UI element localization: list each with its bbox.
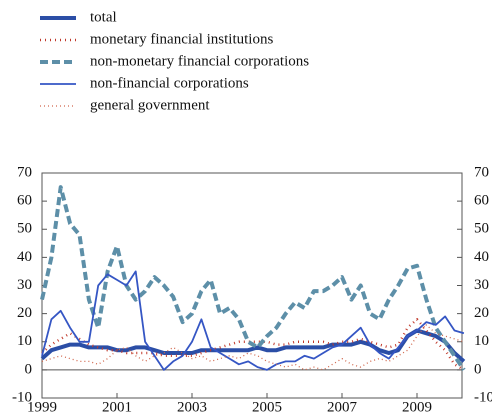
series-line [41,324,465,371]
y-tick-label: 50 [17,221,32,237]
legend-label: monetary financial institutions [90,31,273,47]
legend-label: total [90,9,117,25]
x-tick-label: 2001 [102,399,132,414]
y2-tick-label: 30 [474,277,489,293]
series-line [41,318,465,371]
y2-tick-label: 70 [474,164,489,180]
legend-label: non-monetary financial corporations [90,53,309,69]
y-tick-label: 0 [25,361,33,377]
y-tick-label: 10 [17,333,32,349]
y-tick-label: 30 [17,277,32,293]
y2-tick-label: 20 [474,305,489,321]
legend-label: general government [90,97,210,113]
y-tick-label: 70 [17,164,32,180]
x-tick-label: 2003 [177,399,207,414]
y2-tick-label: 60 [474,193,489,209]
y2-tick-label: -10 [474,389,492,405]
y2-tick-label: 50 [474,221,489,237]
y2-tick-label: 40 [474,249,489,265]
y-tick-label: 20 [17,305,32,321]
y-tick-label: 40 [17,249,32,265]
y2-tick-label: 10 [474,333,489,349]
x-tick-label: 2005 [252,399,282,414]
x-tick-label: 2009 [402,399,432,414]
y-tick-label: -10 [12,389,32,405]
x-tick-label: 2007 [327,399,358,414]
y2-tick-label: 0 [474,361,482,377]
x-tick-label: 1999 [27,399,57,414]
legend-label: non-financial corporations [90,75,249,91]
series-line [41,270,465,371]
series-line [40,185,466,372]
y-tick-label: 60 [17,193,32,209]
